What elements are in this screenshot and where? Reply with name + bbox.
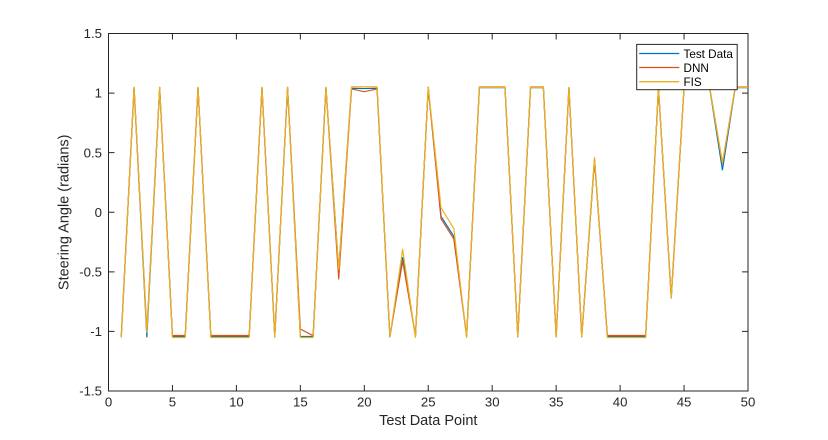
svg-text:Steering Angle (radians): Steering Angle (radians) <box>57 135 73 291</box>
svg-text:0: 0 <box>95 205 102 220</box>
svg-text:45: 45 <box>677 395 692 410</box>
svg-text:15: 15 <box>293 395 308 410</box>
svg-text:1: 1 <box>95 86 102 101</box>
svg-text:0: 0 <box>105 395 112 410</box>
svg-text:50: 50 <box>741 395 756 410</box>
svg-text:5: 5 <box>169 395 176 410</box>
svg-text:1.5: 1.5 <box>84 26 102 41</box>
svg-text:0.5: 0.5 <box>84 145 102 160</box>
svg-text:DNN: DNN <box>684 62 709 75</box>
svg-text:30: 30 <box>485 395 500 410</box>
svg-text:-1.5: -1.5 <box>79 384 102 399</box>
svg-text:Test Data: Test Data <box>684 48 734 61</box>
svg-text:25: 25 <box>421 395 436 410</box>
svg-text:20: 20 <box>357 395 372 410</box>
svg-text:10: 10 <box>229 395 244 410</box>
svg-text:-0.5: -0.5 <box>79 264 102 279</box>
svg-text:40: 40 <box>613 395 628 410</box>
svg-text:35: 35 <box>549 395 564 410</box>
svg-text:FIS: FIS <box>684 76 702 89</box>
svg-text:Test Data Point: Test Data Point <box>379 413 477 429</box>
svg-text:-1: -1 <box>90 324 102 339</box>
